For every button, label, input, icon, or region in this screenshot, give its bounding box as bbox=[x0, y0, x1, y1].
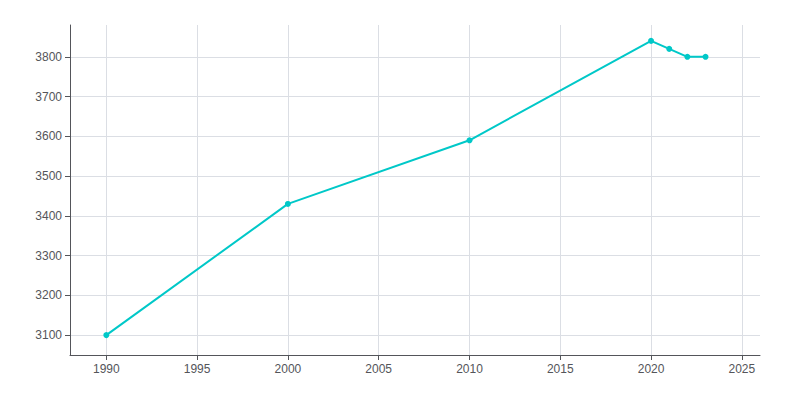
svg-text:1990: 1990 bbox=[93, 362, 120, 376]
svg-text:2025: 2025 bbox=[728, 362, 755, 376]
svg-text:2015: 2015 bbox=[547, 362, 574, 376]
svg-text:2000: 2000 bbox=[275, 362, 302, 376]
svg-text:3400: 3400 bbox=[35, 209, 62, 223]
svg-text:1995: 1995 bbox=[184, 362, 211, 376]
svg-text:3600: 3600 bbox=[35, 129, 62, 143]
svg-text:3700: 3700 bbox=[35, 90, 62, 104]
svg-text:2010: 2010 bbox=[456, 362, 483, 376]
svg-text:3500: 3500 bbox=[35, 169, 62, 183]
svg-text:3800: 3800 bbox=[35, 50, 62, 64]
svg-text:3300: 3300 bbox=[35, 249, 62, 263]
svg-text:2005: 2005 bbox=[365, 362, 392, 376]
svg-text:3100: 3100 bbox=[35, 328, 62, 342]
svg-text:3200: 3200 bbox=[35, 288, 62, 302]
svg-text:2020: 2020 bbox=[638, 362, 665, 376]
